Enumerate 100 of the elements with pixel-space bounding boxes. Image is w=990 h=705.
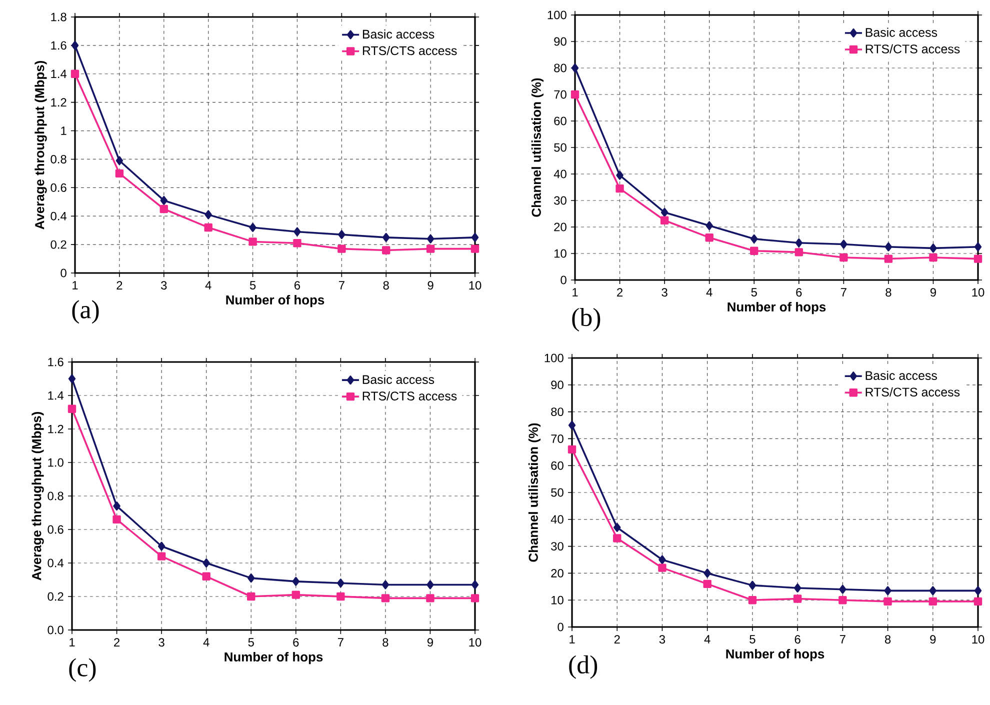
point [426, 594, 434, 602]
point [840, 253, 848, 262]
x-tick-label: 7 [338, 638, 344, 646]
legend-label: RTS/CTS access [362, 46, 457, 56]
point [613, 534, 622, 542]
x-tick-label: 1 [570, 635, 575, 644]
x-tick-label: 7 [840, 635, 846, 644]
x-tick-label: 1 [70, 638, 75, 646]
point [426, 244, 435, 253]
point [974, 597, 982, 606]
legend-label: Basic access [362, 29, 434, 39]
y-tick-label: 0 [560, 276, 566, 284]
y-tick-label: 40 [554, 170, 566, 178]
x-tick-label: 3 [659, 635, 666, 644]
text: (b) [572, 308, 600, 332]
point [336, 592, 345, 601]
point [794, 583, 802, 592]
legend-label: RTS/CTS access [866, 44, 960, 54]
x-tick-label: 3 [158, 638, 164, 647]
y-tick-label: 70 [554, 90, 566, 99]
text: (c) [69, 658, 96, 682]
point [974, 586, 982, 596]
x-tick-label: 1 [72, 281, 78, 290]
y-tick-label: 0 [60, 268, 66, 278]
point [928, 597, 937, 606]
y-tick-label: 0.4 [48, 558, 64, 568]
point [838, 596, 847, 604]
point [616, 184, 624, 193]
x-tick-label: 5 [248, 638, 254, 646]
point [471, 232, 479, 242]
point [160, 204, 168, 214]
point [840, 240, 848, 249]
y-tick-label: 1.8 [51, 12, 66, 22]
x-tick-label: 8 [884, 635, 891, 644]
point [68, 404, 76, 413]
x-tick-label: 4 [203, 638, 210, 646]
y-tick-label: 30 [551, 542, 564, 551]
point [706, 221, 713, 230]
point [338, 244, 346, 253]
point [248, 238, 257, 246]
y-axis-title: Average throughput (Mbps) [34, 60, 47, 230]
y-tick-label: 1.2 [48, 424, 64, 434]
point [974, 242, 982, 252]
y-tick-label: 40 [550, 515, 564, 524]
x-axis-title: Number of hops [224, 652, 323, 664]
point [204, 223, 212, 232]
legend-label: RTS/CTS access [866, 387, 960, 396]
text: (a) [72, 300, 99, 324]
point [929, 253, 938, 262]
x-tick-label: 5 [750, 635, 756, 644]
point [929, 586, 936, 596]
x-tick-label: 6 [796, 288, 802, 297]
y-tick-label: 0.8 [48, 492, 64, 500]
point [470, 594, 480, 602]
point [660, 208, 668, 217]
point [471, 580, 479, 590]
point [71, 40, 79, 50]
point [658, 564, 666, 572]
y-tick-label: 0.2 [50, 240, 66, 249]
point [884, 254, 893, 263]
y-tick-label: 0.2 [48, 592, 64, 601]
x-tick-label: 10 [469, 281, 482, 290]
x-axis-title: Number of hops [728, 302, 826, 314]
point [112, 515, 121, 524]
x-tick-label: 10 [469, 638, 482, 647]
point [158, 542, 166, 551]
point [292, 590, 300, 599]
point [70, 70, 80, 78]
x-axis-title: Number of hops [726, 649, 824, 662]
point [115, 169, 124, 178]
x-tick-label: 9 [930, 288, 936, 297]
x-tick-label: 2 [617, 288, 623, 296]
point [382, 580, 390, 590]
legend-label: Basic access [866, 28, 938, 37]
point [571, 63, 579, 72]
y-tick-label: 0.8 [50, 154, 66, 164]
point [113, 502, 120, 511]
y-tick-label: 0.6 [50, 183, 66, 192]
y-tick-label: 0 [558, 622, 564, 632]
text: (d) [569, 655, 598, 679]
y-axis-title: Average throughput (Mbps) [32, 412, 44, 580]
x-tick-label: 4 [706, 288, 712, 296]
legend-label: Basic access [362, 374, 434, 384]
x-tick-label: 8 [886, 288, 892, 297]
y-tick-label: 70 [551, 434, 564, 443]
y-axis-title: Channel utilisation (%) [531, 78, 544, 217]
y-tick-label: 100 [544, 354, 564, 362]
point [204, 210, 212, 220]
x-tick-label: 8 [383, 281, 389, 290]
point [381, 594, 390, 602]
point [382, 246, 390, 254]
point [839, 584, 846, 594]
y-tick-label: 80 [554, 64, 566, 72]
point [470, 244, 480, 253]
point [426, 234, 434, 244]
point [337, 578, 344, 588]
point [703, 580, 712, 588]
x-tick-label: 5 [250, 281, 256, 290]
point [974, 254, 982, 263]
point [616, 170, 624, 180]
